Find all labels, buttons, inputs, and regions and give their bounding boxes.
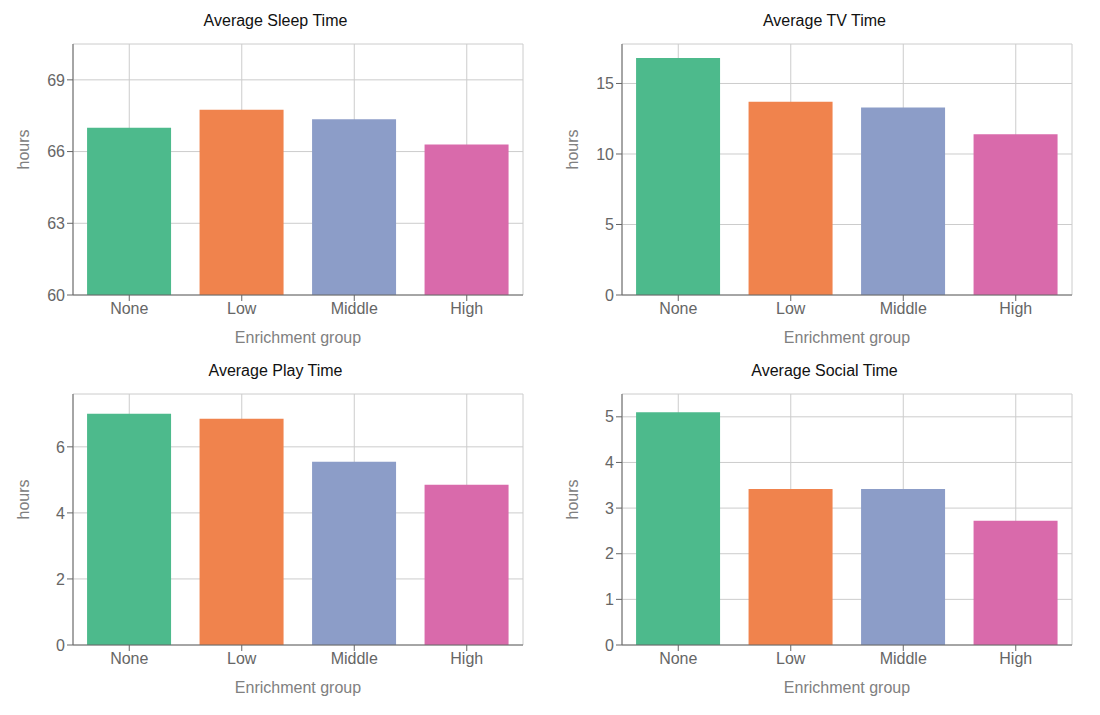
svg-text:Low: Low [227,300,257,317]
svg-text:Middle: Middle [880,300,927,317]
svg-text:0: 0 [56,637,65,654]
html-text:Average TV Time: Average TV Time [763,12,886,29]
svg-text:High: High [450,300,483,317]
svg-text:Enrichment group: Enrichment group [784,329,910,346]
svg-text:2: 2 [56,571,65,588]
svg-text:hours: hours [15,129,32,169]
svg-text:60: 60 [47,287,65,304]
svg-text:15: 15 [596,75,614,92]
svg-text:Enrichment group: Enrichment group [235,329,361,346]
svg-text:Low: Low [227,650,257,667]
svg-text:4: 4 [56,505,65,522]
svg-text:5: 5 [605,408,614,425]
svg-text:Enrichment group: Enrichment group [784,679,910,696]
svg-text:Low: Low [776,650,806,667]
svg-text:Middle: Middle [331,300,378,317]
svg-text:None: None [110,650,148,667]
svg-text:10: 10 [596,146,614,163]
html-text:Average Social Time: Average Social Time [751,362,898,379]
html-text:Average Play Time: Average Play Time [208,362,343,379]
svg-text:3: 3 [605,500,614,517]
html-text:Average Sleep Time: Average Sleep Time [203,12,348,29]
svg-text:Low: Low [776,300,806,317]
svg-text:4: 4 [605,454,614,471]
svg-text:2: 2 [605,545,614,562]
svg-text:None: None [659,650,697,667]
svg-text:hours: hours [564,479,581,519]
svg-text:High: High [999,300,1032,317]
svg-text:Enrichment group: Enrichment group [235,679,361,696]
svg-text:High: High [999,650,1032,667]
svg-text:hours: hours [15,479,32,519]
svg-text:High: High [450,650,483,667]
svg-text:None: None [110,300,148,317]
svg-text:5: 5 [605,216,614,233]
svg-text:0: 0 [605,637,614,654]
svg-text:Middle: Middle [331,650,378,667]
svg-text:Middle: Middle [880,650,927,667]
svg-text:63: 63 [47,215,65,232]
svg-text:hours: hours [564,129,581,169]
svg-text:6: 6 [56,439,65,456]
svg-text:69: 69 [47,72,65,89]
svg-text:66: 66 [47,143,65,160]
svg-text:1: 1 [605,591,614,608]
svg-text:0: 0 [605,287,614,304]
svg-text:None: None [659,300,697,317]
